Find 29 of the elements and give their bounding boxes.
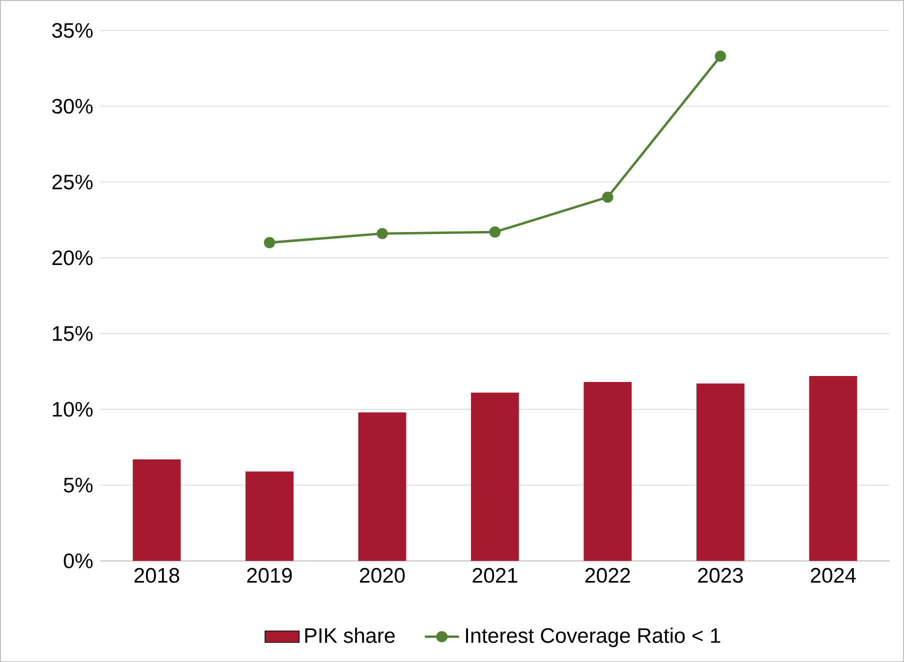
bar: [809, 376, 858, 561]
legend-label: PIK share: [305, 627, 395, 643]
y-tick-label: 15%: [52, 326, 93, 341]
y-tick-label: 10%: [52, 402, 93, 417]
y-tick-label: 25%: [52, 174, 93, 190]
y-tick-label: 0%: [64, 553, 93, 568]
x-tick-label: 2024: [810, 568, 856, 583]
point: [602, 191, 614, 203]
point: [264, 236, 276, 248]
bar: [358, 412, 406, 561]
x-tick-label: 2021: [472, 568, 518, 583]
legend-label: Interest Coverage Ratio < 1: [466, 627, 720, 648]
bar: [470, 392, 519, 561]
y-tick-label: 30%: [52, 98, 93, 114]
point: [489, 226, 501, 238]
y-tick-label: 5%: [64, 478, 93, 492]
y-tick-label: 35%: [52, 22, 93, 38]
x-tick-label: 2019: [247, 568, 292, 583]
point: [714, 50, 726, 62]
point: [376, 228, 388, 239]
x-tick-label: 2022: [585, 568, 630, 583]
x-tick-label: 2023: [698, 568, 743, 583]
y-tick-label: 20%: [52, 250, 93, 266]
bar: [696, 383, 744, 561]
bar: [246, 471, 294, 561]
bar: [584, 382, 632, 561]
x-tick-label: 2018: [134, 568, 180, 583]
bar: [132, 459, 181, 561]
x-tick-label: 2020: [360, 568, 405, 583]
